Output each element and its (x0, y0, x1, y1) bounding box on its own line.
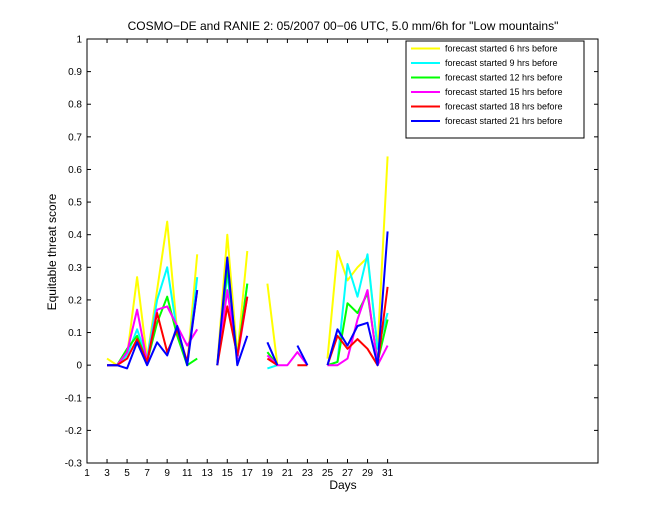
chart-title: COSMO−DE and RANIE 2: 05/2007 00−06 UTC,… (128, 19, 559, 33)
legend-entry-2: forecast started 9 hrs before (445, 58, 558, 68)
series-line-6 (107, 231, 389, 370)
x-tick-label: 15 (222, 468, 234, 479)
y-tick-label: 0.9 (68, 67, 82, 78)
y-tick-label: 0.4 (68, 230, 82, 241)
legend-entry-3: forecast started 12 hrs before (445, 73, 563, 83)
x-tick-label: 27 (342, 468, 354, 479)
y-tick-label: -0.3 (65, 459, 83, 470)
x-tick-label: 21 (282, 468, 294, 479)
x-tick-label: 19 (262, 468, 274, 479)
x-tick-label: 17 (242, 468, 254, 479)
y-tick-label: 0 (76, 361, 82, 372)
x-tick-label: 13 (202, 468, 214, 479)
legend-entry-6: forecast started 21 hrs before (445, 116, 563, 126)
legend-entry-5: forecast started 18 hrs before (445, 102, 563, 112)
y-tick-label: 0.8 (68, 100, 82, 111)
series-line-5 (107, 286, 389, 367)
x-axis-label: Days (329, 478, 356, 492)
x-tick-label: 29 (362, 468, 374, 479)
x-tick-label: 3 (104, 468, 110, 479)
x-tick-label: 11 (182, 468, 193, 479)
axes-box (86, 38, 599, 464)
legend: forecast started 6 hrs before forecast st… (405, 40, 585, 139)
x-tick-label: 9 (164, 468, 170, 479)
x-tick-label: 5 (124, 468, 130, 479)
y-axis-label: Equitable threat score (45, 193, 59, 310)
y-tick-label: -0.2 (65, 426, 83, 437)
x-tick-label: 31 (382, 468, 394, 479)
legend-entry-1: forecast started 6 hrs before (445, 44, 558, 54)
x-tick-label: 1 (84, 468, 90, 479)
x-tick-label: 25 (322, 468, 334, 479)
y-tick-label: 0.1 (68, 328, 82, 339)
y-tick-label: 0.2 (68, 295, 82, 306)
y-tick-label: 0.6 (68, 165, 82, 176)
y-tick-label: 0.7 (68, 132, 82, 143)
y-tick-label: 1 (76, 35, 82, 46)
y-tick-label: 0.3 (68, 263, 82, 274)
y-tick-label: 0.5 (68, 198, 82, 209)
y-tick-label: -0.1 (65, 393, 83, 404)
x-tick-label: 7 (144, 468, 150, 479)
legend-entry-4: forecast started 15 hrs before (445, 87, 563, 97)
x-tick-label: 23 (302, 468, 314, 479)
